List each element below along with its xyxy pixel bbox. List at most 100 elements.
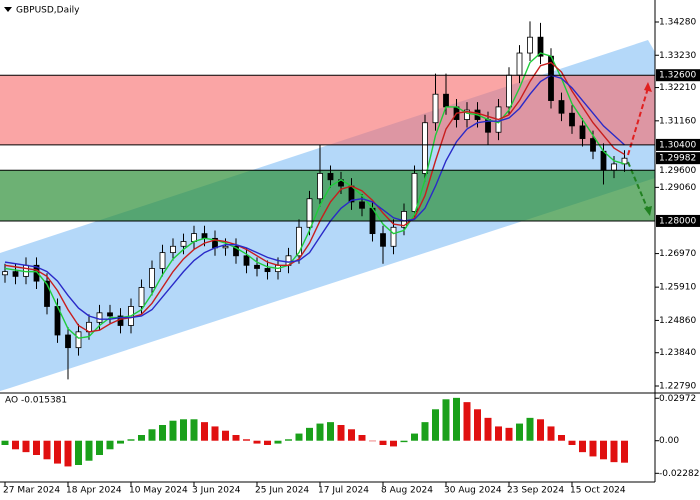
ao-bar	[547, 426, 555, 441]
ao-bar	[600, 440, 607, 460]
x-tick-label: 17 Jul 2024	[318, 486, 369, 496]
ao-bar	[463, 402, 471, 441]
ao-bar	[127, 439, 135, 441]
ao-bar	[589, 440, 597, 457]
candle-body	[96, 312, 103, 323]
zones	[0, 75, 655, 221]
ao-bar	[64, 440, 72, 467]
candle-body	[579, 125, 586, 139]
candle-body	[600, 150, 607, 171]
y-tick-label: 1.34280	[659, 17, 696, 27]
ao-bar	[484, 417, 492, 441]
candle-body	[317, 173, 323, 200]
ao-bar	[306, 427, 313, 441]
ao-bar	[106, 440, 114, 450]
ao-bar	[138, 435, 145, 441]
candle-body	[107, 312, 113, 317]
up-arrow	[627, 87, 649, 156]
level-label: 1.29982	[659, 154, 696, 164]
candle-body	[75, 331, 82, 349]
ao-bar	[33, 440, 40, 455]
y-tick-label: 1.29060	[659, 183, 696, 193]
ao-tick-label: 0.02972	[659, 394, 696, 404]
candle-body	[401, 211, 407, 228]
level-label: 1.29600	[659, 166, 696, 176]
down-arrowhead	[644, 206, 652, 216]
ao-bar	[169, 420, 177, 441]
ao-tick-label: 0.00	[659, 436, 679, 446]
ao-bar	[316, 423, 324, 441]
ao-bar	[327, 422, 334, 441]
ao-bar	[43, 440, 51, 460]
plot	[2, 21, 628, 380]
moving-average	[4, 61, 625, 333]
x-tick-label: 10 May 2024	[129, 486, 188, 496]
candle-body	[411, 173, 418, 212]
x-tick-label: 15 Oct 2024	[570, 486, 626, 496]
x-tick-label: 30 Aug 2024	[444, 486, 502, 496]
ao-bar	[610, 440, 618, 463]
ao-bar	[85, 440, 93, 461]
ao-bar	[516, 423, 523, 441]
x-tick-label: 27 Mar 2024	[3, 486, 60, 496]
ao-bar	[495, 426, 502, 441]
candle-body	[621, 157, 628, 165]
ao-bar	[348, 429, 355, 441]
ao-bar	[505, 427, 513, 441]
level-box	[656, 214, 700, 227]
x-tick-label: 8 Aug 2024	[381, 486, 433, 496]
ao-bar	[337, 425, 345, 441]
y-tick-label: 1.32210	[659, 83, 696, 93]
ao-bar	[253, 440, 261, 444]
candle-body	[506, 74, 512, 108]
candle-body	[65, 334, 71, 349]
ao-bar	[558, 435, 565, 441]
candle-body	[537, 36, 544, 57]
ao-bar	[400, 440, 408, 443]
ao-bar	[190, 419, 198, 441]
ao-bar	[390, 440, 397, 447]
candle-body	[432, 93, 439, 124]
zone	[0, 75, 655, 145]
ao-bar	[201, 422, 208, 441]
candle-body	[149, 268, 155, 288]
ao-bar	[526, 417, 534, 441]
ao-bar	[96, 440, 103, 455]
ao-bar	[12, 440, 19, 450]
up-arrowhead	[644, 82, 652, 92]
ao-bar	[1, 440, 9, 445]
zone	[0, 170, 655, 221]
ao-bar	[243, 439, 250, 441]
ao-bar	[75, 440, 82, 465]
x-tick-label: 3 Jun 2024	[192, 486, 241, 496]
ao-bar	[159, 425, 166, 441]
level-box	[656, 138, 700, 151]
y-tick-label: 1.23840	[659, 348, 696, 358]
candle-body	[12, 271, 19, 277]
level-box	[656, 69, 700, 82]
candle-body	[222, 245, 229, 249]
candle-body	[180, 241, 187, 247]
x-tick-label: 23 Sep 2024	[507, 486, 564, 496]
candle-body	[138, 287, 145, 307]
moving-average	[4, 74, 625, 320]
ao-bar	[421, 422, 429, 441]
ao-bar	[54, 440, 61, 464]
ao-bar	[411, 433, 418, 441]
level-label: 1.28000	[659, 216, 696, 226]
candle-body	[569, 112, 575, 127]
ao-bar	[442, 399, 450, 441]
x-tick-label: 25 Jun 2024	[255, 486, 309, 496]
ao-bar	[579, 440, 586, 453]
level-box	[656, 152, 700, 165]
indicator-label: AO -0.015381	[5, 396, 67, 406]
ao-bar	[285, 439, 292, 441]
candle-body	[464, 109, 470, 120]
y-tick-label: 1.22790	[659, 381, 696, 391]
x-tick-label: 18 Apr 2024	[66, 486, 122, 496]
candle-body	[327, 173, 334, 181]
candle-body	[2, 271, 8, 276]
level-label: 1.32600	[659, 71, 696, 81]
candle-body	[296, 226, 302, 257]
ao-bar	[453, 397, 460, 441]
